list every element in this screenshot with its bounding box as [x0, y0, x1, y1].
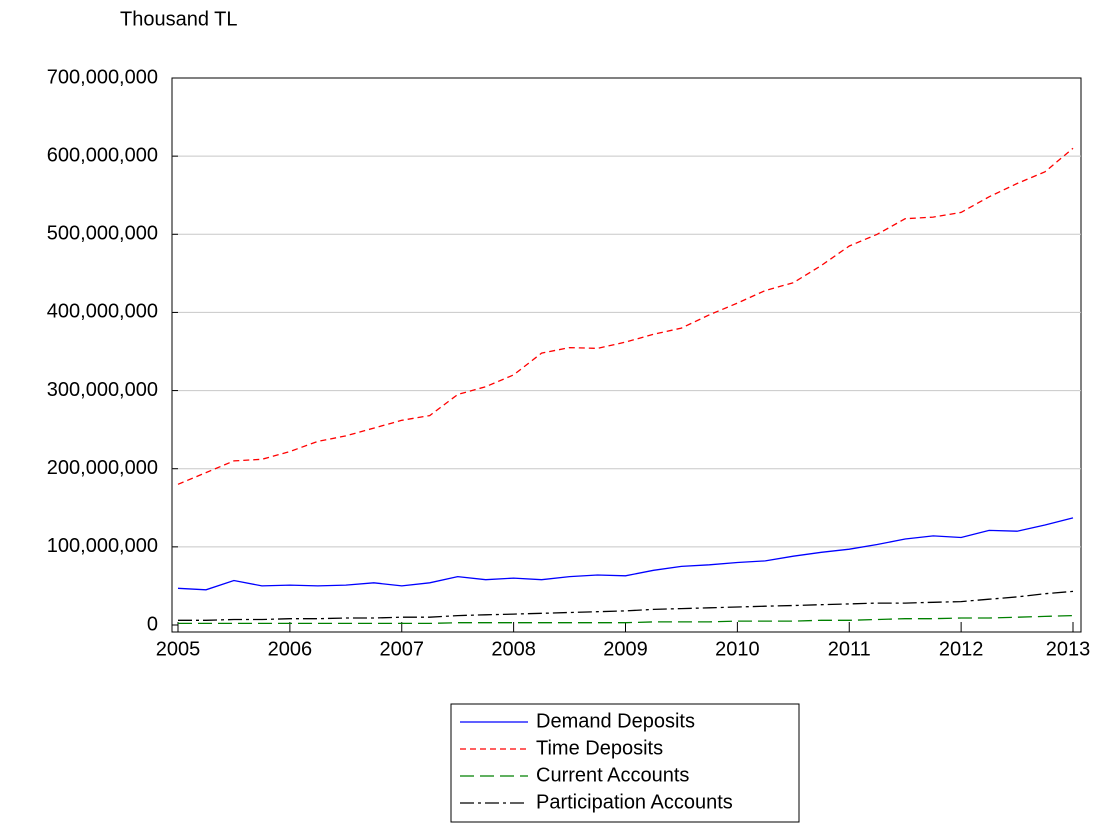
y-axis-title: Thousand TL — [120, 8, 238, 30]
series-line — [177, 517, 1074, 591]
legend-label: Demand Deposits — [536, 710, 695, 732]
y-tick-label: 700,000,000 — [47, 66, 158, 88]
x-tick-label: 2007 — [380, 638, 425, 660]
x-tick-label: 2011 — [828, 638, 871, 660]
y-tick-label: 400,000,000 — [47, 301, 158, 323]
legend-label: Current Accounts — [536, 764, 689, 786]
plot-frame — [171, 77, 1082, 633]
y-tick-label: 300,000,000 — [47, 379, 158, 401]
series-line — [178, 614, 1074, 625]
legend-label: Participation Accounts — [536, 791, 733, 813]
x-tick-label: 2006 — [268, 638, 313, 660]
series-line — [178, 590, 1074, 621]
series-line — [177, 147, 1074, 485]
y-tick-label: 600,000,000 — [47, 144, 158, 166]
y-tick-label: 0 — [147, 613, 158, 635]
y-tick-label: 200,000,000 — [47, 457, 158, 479]
x-tick-label: 2005 — [156, 638, 201, 660]
x-tick-label: 2013 — [1046, 638, 1091, 660]
legend-label: Time Deposits — [536, 737, 663, 759]
x-tick-label: 2008 — [491, 638, 536, 660]
y-tick-label: 500,000,000 — [47, 223, 158, 245]
x-tick-label: 2009 — [603, 638, 648, 660]
x-tick-label: 2010 — [715, 638, 760, 660]
x-tick-label: 2012 — [939, 638, 984, 660]
legend-box — [450, 703, 800, 823]
y-tick-label: 100,000,000 — [47, 535, 158, 557]
